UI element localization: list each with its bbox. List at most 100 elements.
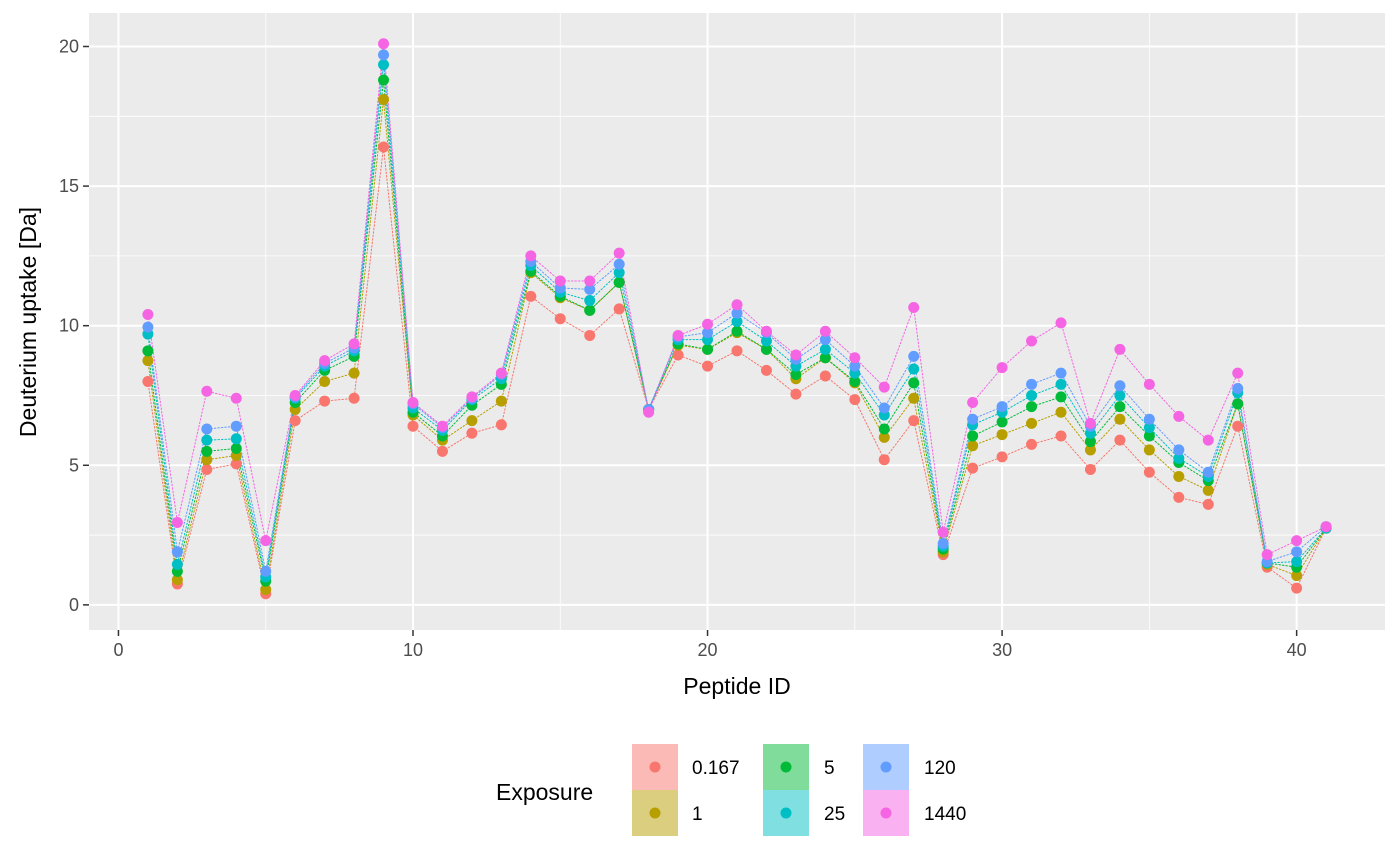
data-point-120 — [1026, 378, 1038, 390]
data-point-5 — [1232, 398, 1244, 410]
data-point-0.167 — [584, 329, 596, 341]
data-point-120 — [1202, 466, 1214, 478]
x-tick-label: 20 — [698, 640, 718, 660]
data-point-5 — [702, 343, 714, 355]
legend: Exposure 0.167 1 5 25 120 1440 — [496, 744, 966, 836]
data-points — [142, 38, 1332, 600]
data-point-1440 — [1173, 410, 1185, 422]
data-point-25 — [201, 434, 213, 446]
data-point-5 — [1055, 391, 1067, 403]
data-point-0.167 — [1114, 434, 1126, 446]
data-point-25 — [1026, 389, 1038, 401]
data-point-1440 — [1114, 343, 1126, 355]
data-point-1 — [1143, 444, 1155, 456]
y-tick-label: 10 — [59, 316, 79, 336]
data-point-1 — [378, 94, 390, 106]
data-point-25 — [613, 267, 625, 279]
data-point-0.167 — [878, 454, 890, 466]
data-point-0.167 — [378, 141, 390, 153]
data-point-0.167 — [554, 313, 566, 325]
data-point-25 — [1114, 389, 1126, 401]
data-point-1440 — [260, 535, 272, 547]
series-line-1440 — [147, 43, 1327, 556]
data-point-120 — [378, 49, 390, 61]
data-point-0.167 — [1084, 463, 1096, 475]
data-point-1440 — [1084, 417, 1096, 429]
data-point-0.167 — [849, 394, 861, 406]
data-point-1440 — [1202, 434, 1214, 446]
data-point-1440 — [702, 318, 714, 330]
data-point-25 — [760, 335, 772, 347]
data-point-25 — [171, 558, 183, 570]
data-point-120 — [702, 327, 714, 339]
data-point-25 — [1143, 422, 1155, 434]
data-point-120 — [230, 420, 242, 432]
data-point-0.167 — [790, 388, 802, 400]
data-point-1440 — [1291, 535, 1303, 547]
data-point-0.167 — [407, 420, 419, 432]
data-point-120 — [878, 402, 890, 414]
data-point-1440 — [554, 275, 566, 287]
y-tick-label: 0 — [69, 595, 79, 615]
y-tick-label: 5 — [69, 455, 79, 475]
data-point-1440 — [937, 526, 949, 538]
data-point-1440 — [967, 396, 979, 408]
y-tick-label: 15 — [59, 176, 79, 196]
data-point-120 — [1232, 383, 1244, 395]
data-point-1 — [878, 431, 890, 443]
legend-label-5: 5 — [824, 758, 835, 779]
y-tick-label: 20 — [59, 37, 79, 57]
data-point-120 — [1291, 546, 1303, 558]
data-point-1440 — [878, 381, 890, 393]
data-point-5 — [878, 423, 890, 435]
x-axis-title: Peptide ID — [683, 673, 790, 699]
data-point-1440 — [142, 309, 154, 321]
data-point-1 — [1173, 470, 1185, 482]
data-point-0.167 — [731, 345, 743, 357]
data-point-0.167 — [996, 451, 1008, 463]
data-point-1440 — [1320, 521, 1332, 533]
data-point-1440 — [1143, 378, 1155, 390]
data-point-5 — [1114, 401, 1126, 413]
legend-point-1 — [649, 807, 661, 819]
data-point-1 — [201, 454, 213, 466]
data-point-1440 — [348, 338, 360, 350]
data-point-0.167 — [436, 445, 448, 457]
data-point-5 — [378, 74, 390, 86]
data-point-0.167 — [319, 395, 331, 407]
data-point-25 — [1291, 556, 1303, 568]
data-point-120 — [849, 360, 861, 372]
data-point-0.167 — [702, 360, 714, 372]
legend-point-25 — [780, 807, 792, 819]
data-point-5 — [201, 445, 213, 457]
data-point-0.167 — [348, 392, 360, 404]
data-point-1440 — [908, 302, 920, 314]
data-point-0.167 — [289, 415, 301, 427]
data-point-5 — [908, 377, 920, 389]
data-point-1 — [1084, 444, 1096, 456]
data-point-1 — [495, 395, 507, 407]
data-point-1440 — [584, 275, 596, 287]
data-point-1 — [1114, 413, 1126, 425]
data-point-0.167 — [495, 419, 507, 431]
data-point-1440 — [1232, 367, 1244, 379]
data-point-1440 — [1055, 317, 1067, 329]
x-tick-label: 40 — [1287, 640, 1307, 660]
data-point-1440 — [525, 250, 537, 262]
data-point-0.167 — [1202, 498, 1214, 510]
data-point-120 — [1173, 444, 1185, 456]
data-point-120 — [996, 401, 1008, 413]
data-point-1 — [319, 376, 331, 388]
data-point-5 — [790, 369, 802, 381]
data-point-1 — [466, 415, 478, 427]
legend-label-25: 25 — [824, 804, 845, 825]
data-point-0.167 — [142, 376, 154, 388]
data-point-0.167 — [967, 462, 979, 474]
data-point-5 — [996, 416, 1008, 428]
data-point-120 — [584, 283, 596, 295]
data-point-5 — [584, 304, 596, 316]
data-point-1440 — [495, 367, 507, 379]
data-point-25 — [378, 59, 390, 71]
axes: 0 10 20 30 40 0 5 10 15 20 — [59, 37, 1307, 660]
data-point-1 — [967, 440, 979, 452]
